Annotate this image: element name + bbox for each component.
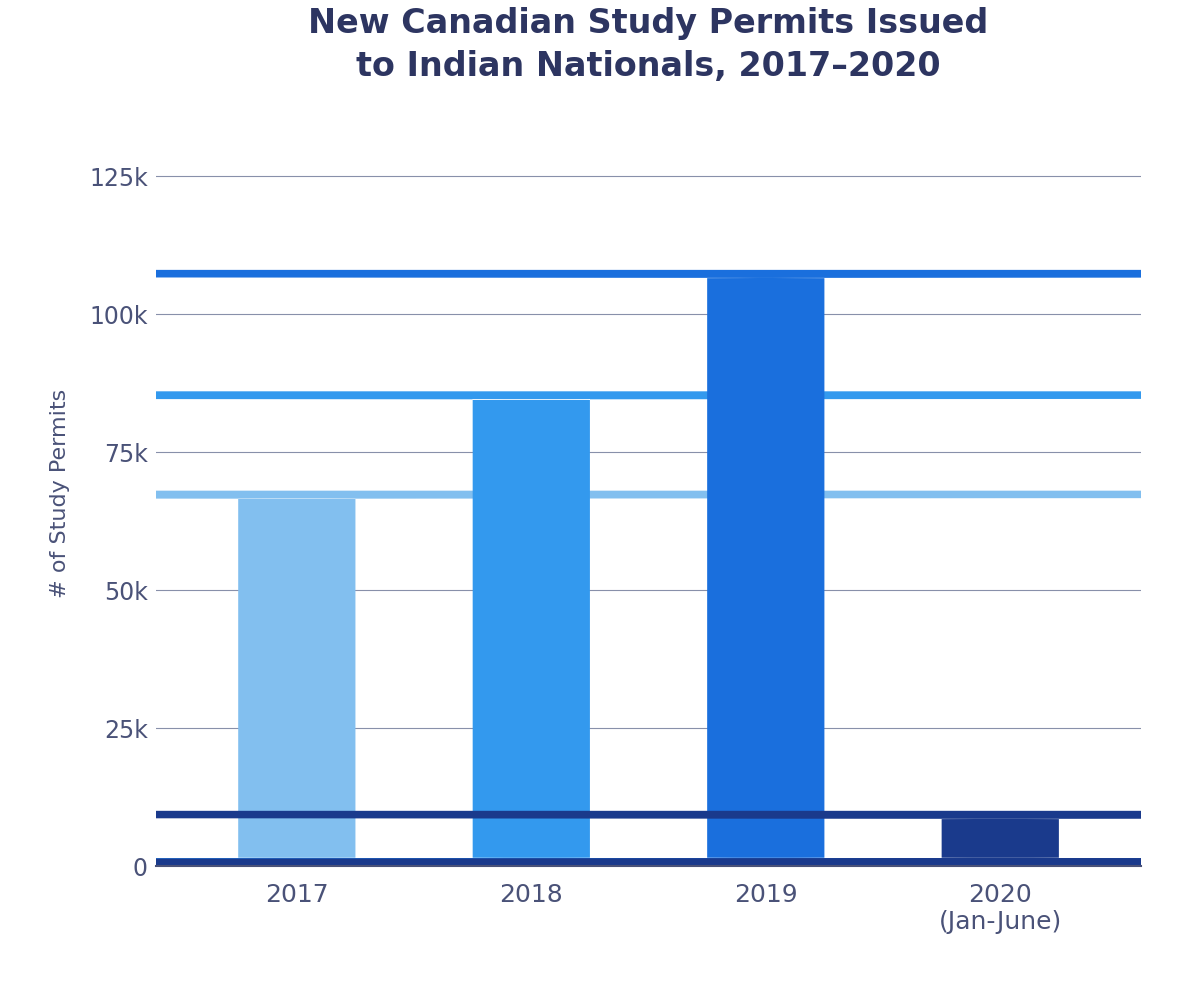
Y-axis label: # of Study Permits: # of Study Permits [49, 389, 70, 598]
FancyBboxPatch shape [0, 270, 1201, 866]
FancyBboxPatch shape [0, 490, 1201, 866]
FancyBboxPatch shape [0, 811, 1201, 866]
FancyBboxPatch shape [0, 392, 1201, 866]
Title: New Canadian Study Permits Issued
to Indian Nationals, 2017–2020: New Canadian Study Permits Issued to Ind… [309, 7, 988, 84]
